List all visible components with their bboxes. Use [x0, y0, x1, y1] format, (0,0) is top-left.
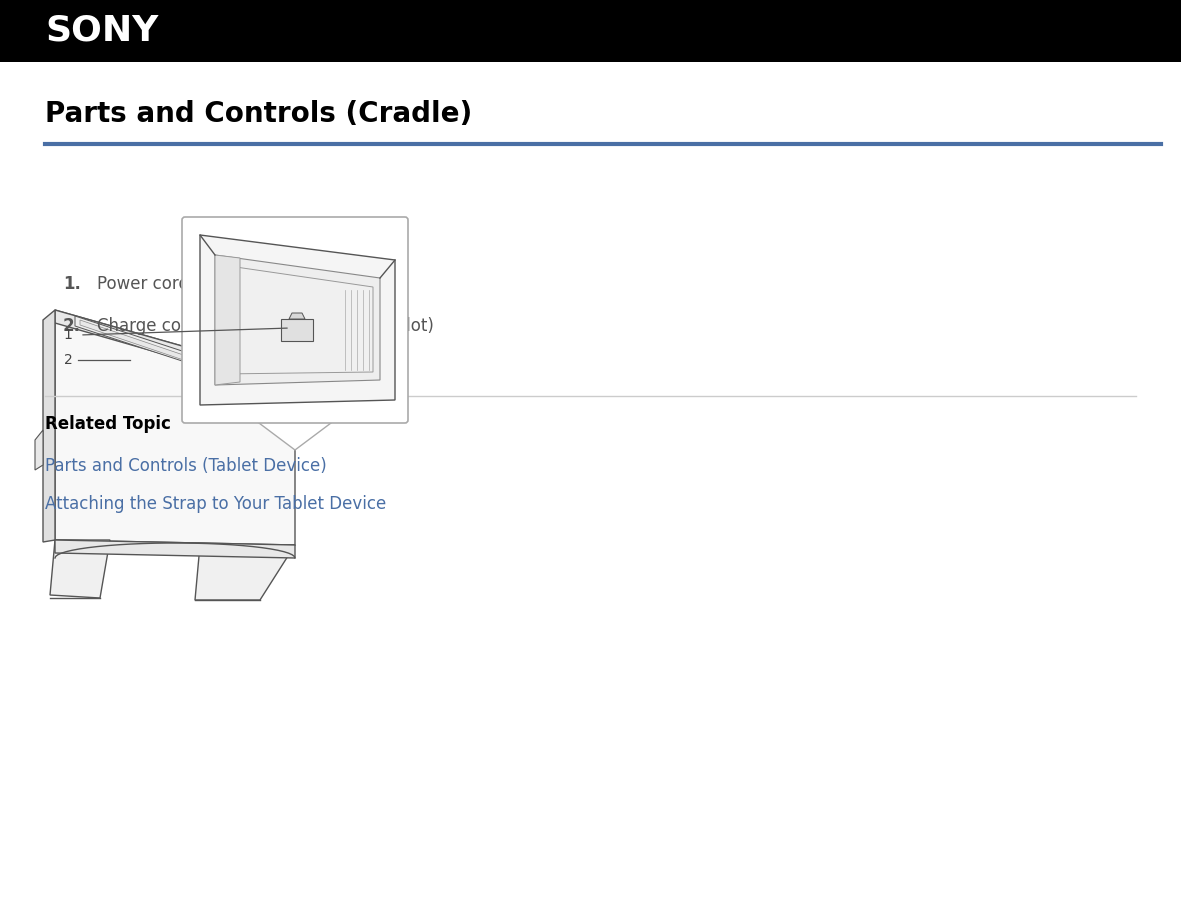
Bar [281, 319, 313, 341]
Text: Attaching the Strap to Your Tablet Device: Attaching the Strap to Your Tablet Devic… [45, 495, 386, 513]
Polygon shape [56, 540, 295, 558]
Text: Parts and Controls (Cradle): Parts and Controls (Cradle) [45, 100, 472, 128]
Polygon shape [289, 313, 305, 319]
Polygon shape [50, 540, 110, 598]
Polygon shape [43, 310, 56, 542]
Polygon shape [56, 310, 295, 392]
Polygon shape [80, 320, 275, 391]
Polygon shape [215, 255, 380, 385]
Polygon shape [215, 255, 240, 385]
Text: 1.: 1. [63, 275, 80, 293]
Polygon shape [35, 430, 43, 470]
Polygon shape [255, 420, 335, 450]
Bar [0, 0, 1181, 62]
Text: SONY: SONY [45, 14, 158, 48]
Polygon shape [76, 316, 280, 393]
Text: 1: 1 [64, 328, 72, 342]
Text: 2.: 2. [63, 317, 81, 335]
Text: Parts and Controls (Tablet Device): Parts and Controls (Tablet Device) [45, 457, 327, 475]
Polygon shape [222, 265, 373, 374]
Polygon shape [200, 235, 394, 405]
Polygon shape [56, 310, 295, 545]
Text: 2: 2 [64, 353, 72, 367]
Polygon shape [195, 545, 295, 600]
Text: Power cord connector: Power cord connector [97, 275, 278, 293]
FancyBboxPatch shape [182, 217, 407, 423]
Text: Charge connector (inside the upper slot): Charge connector (inside the upper slot) [97, 317, 433, 335]
Text: Related Topic: Related Topic [45, 415, 171, 433]
